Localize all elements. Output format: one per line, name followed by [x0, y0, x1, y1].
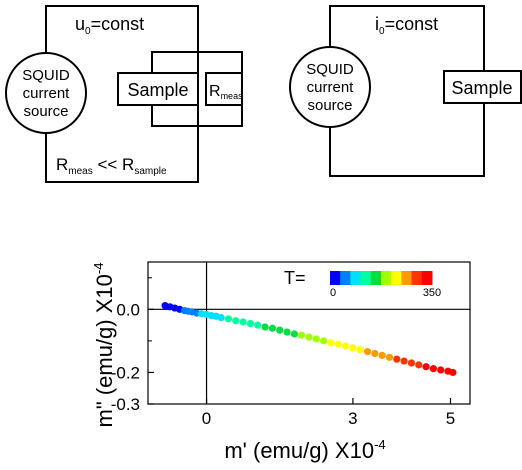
- data-point: [320, 337, 328, 345]
- colorbar-swatch: [401, 271, 413, 285]
- colorbar-swatch: [381, 271, 392, 285]
- y-tick-label: 0.0: [116, 300, 140, 319]
- data-point: [327, 339, 335, 347]
- y-axis-label: m" (emu/g) X10-4: [91, 263, 117, 428]
- colorbar-swatch: [350, 271, 362, 285]
- colorbar-title: T=: [284, 268, 306, 288]
- left-top-label: u0=const: [75, 14, 144, 37]
- data-point: [268, 324, 277, 332]
- data-point: [356, 346, 364, 354]
- right-top-label: i0=const: [375, 14, 438, 37]
- left-source-line-2: current: [23, 85, 71, 102]
- data-point: [276, 326, 284, 334]
- data-point: [298, 331, 306, 339]
- data-point: [290, 330, 298, 338]
- data-point: [283, 328, 291, 336]
- left-source-line-3: source: [23, 103, 68, 120]
- data-point: [385, 353, 394, 361]
- colorbar-max-label: 350: [423, 287, 441, 299]
- data-point: [217, 313, 225, 322]
- colorbar-swatch: [330, 271, 341, 285]
- right-source-line-1: SQUID: [306, 61, 354, 78]
- colorbar-min-label: 0: [330, 287, 336, 299]
- x-tick-label: 3: [348, 409, 357, 428]
- y-tick-label: -0.2: [111, 363, 140, 382]
- colorbar-swatch: [340, 271, 351, 285]
- data-point: [305, 333, 313, 341]
- colorbar-swatch: [370, 271, 382, 285]
- data-point: [254, 321, 262, 329]
- right-sample-box: [443, 70, 522, 104]
- data-point: [429, 365, 438, 373]
- left-bottom-label: Rmeas << Rsample: [56, 155, 167, 177]
- data-point: [437, 366, 445, 374]
- data-point: [312, 335, 320, 343]
- x-tick-label: 0: [202, 409, 211, 428]
- right-source-line-3: source: [307, 97, 352, 114]
- left-rmeas-box: [205, 72, 243, 106]
- data-point: [239, 318, 247, 326]
- data-point: [334, 340, 342, 348]
- data-point: [246, 319, 255, 328]
- left-sample-box: [117, 72, 199, 106]
- right-sample-label: Sample: [451, 78, 512, 98]
- data-point: [261, 323, 269, 331]
- data-point: [371, 349, 379, 358]
- chart-points: [161, 301, 457, 377]
- colorbar-swatch: [421, 271, 433, 285]
- data-point: [400, 357, 408, 365]
- data-point: [415, 361, 423, 369]
- left-source-line-1: SQUID: [22, 67, 70, 84]
- left-squid-source: [5, 52, 87, 134]
- data-point: [349, 344, 357, 352]
- left-rmeas-label: Rmeas: [209, 83, 243, 101]
- data-point: [422, 363, 430, 371]
- x-tick-label: 5: [446, 409, 455, 428]
- colorbar-swatch: [360, 271, 372, 285]
- plot-frame: [147, 261, 471, 405]
- data-point: [232, 317, 240, 325]
- colorbar: T= 0 350: [284, 268, 441, 299]
- data-point: [393, 355, 401, 363]
- data-point: [341, 342, 350, 350]
- y-tick-label: -0.3: [111, 395, 140, 414]
- data-point: [378, 351, 386, 360]
- data-point: [407, 359, 416, 367]
- right-squid-source: [289, 46, 371, 128]
- chart: 0 3 5 0.0 -0.2 -0.3 T= 0 350 m" (emu/g) X10-4 m…: [91, 261, 471, 463]
- x-axis-label: m' (emu/g) X10-4: [224, 437, 385, 463]
- colorbar-swatch: [411, 271, 423, 285]
- chart-axes: 0 3 5 0.0 -0.2 -0.3: [111, 262, 470, 428]
- data-point: [363, 348, 372, 356]
- right-source-line-2: current: [307, 79, 355, 96]
- data-point: [224, 315, 233, 323]
- left-sample-label: Sample: [127, 80, 188, 100]
- colorbar-swatch: [391, 271, 402, 285]
- data-point: [449, 368, 457, 377]
